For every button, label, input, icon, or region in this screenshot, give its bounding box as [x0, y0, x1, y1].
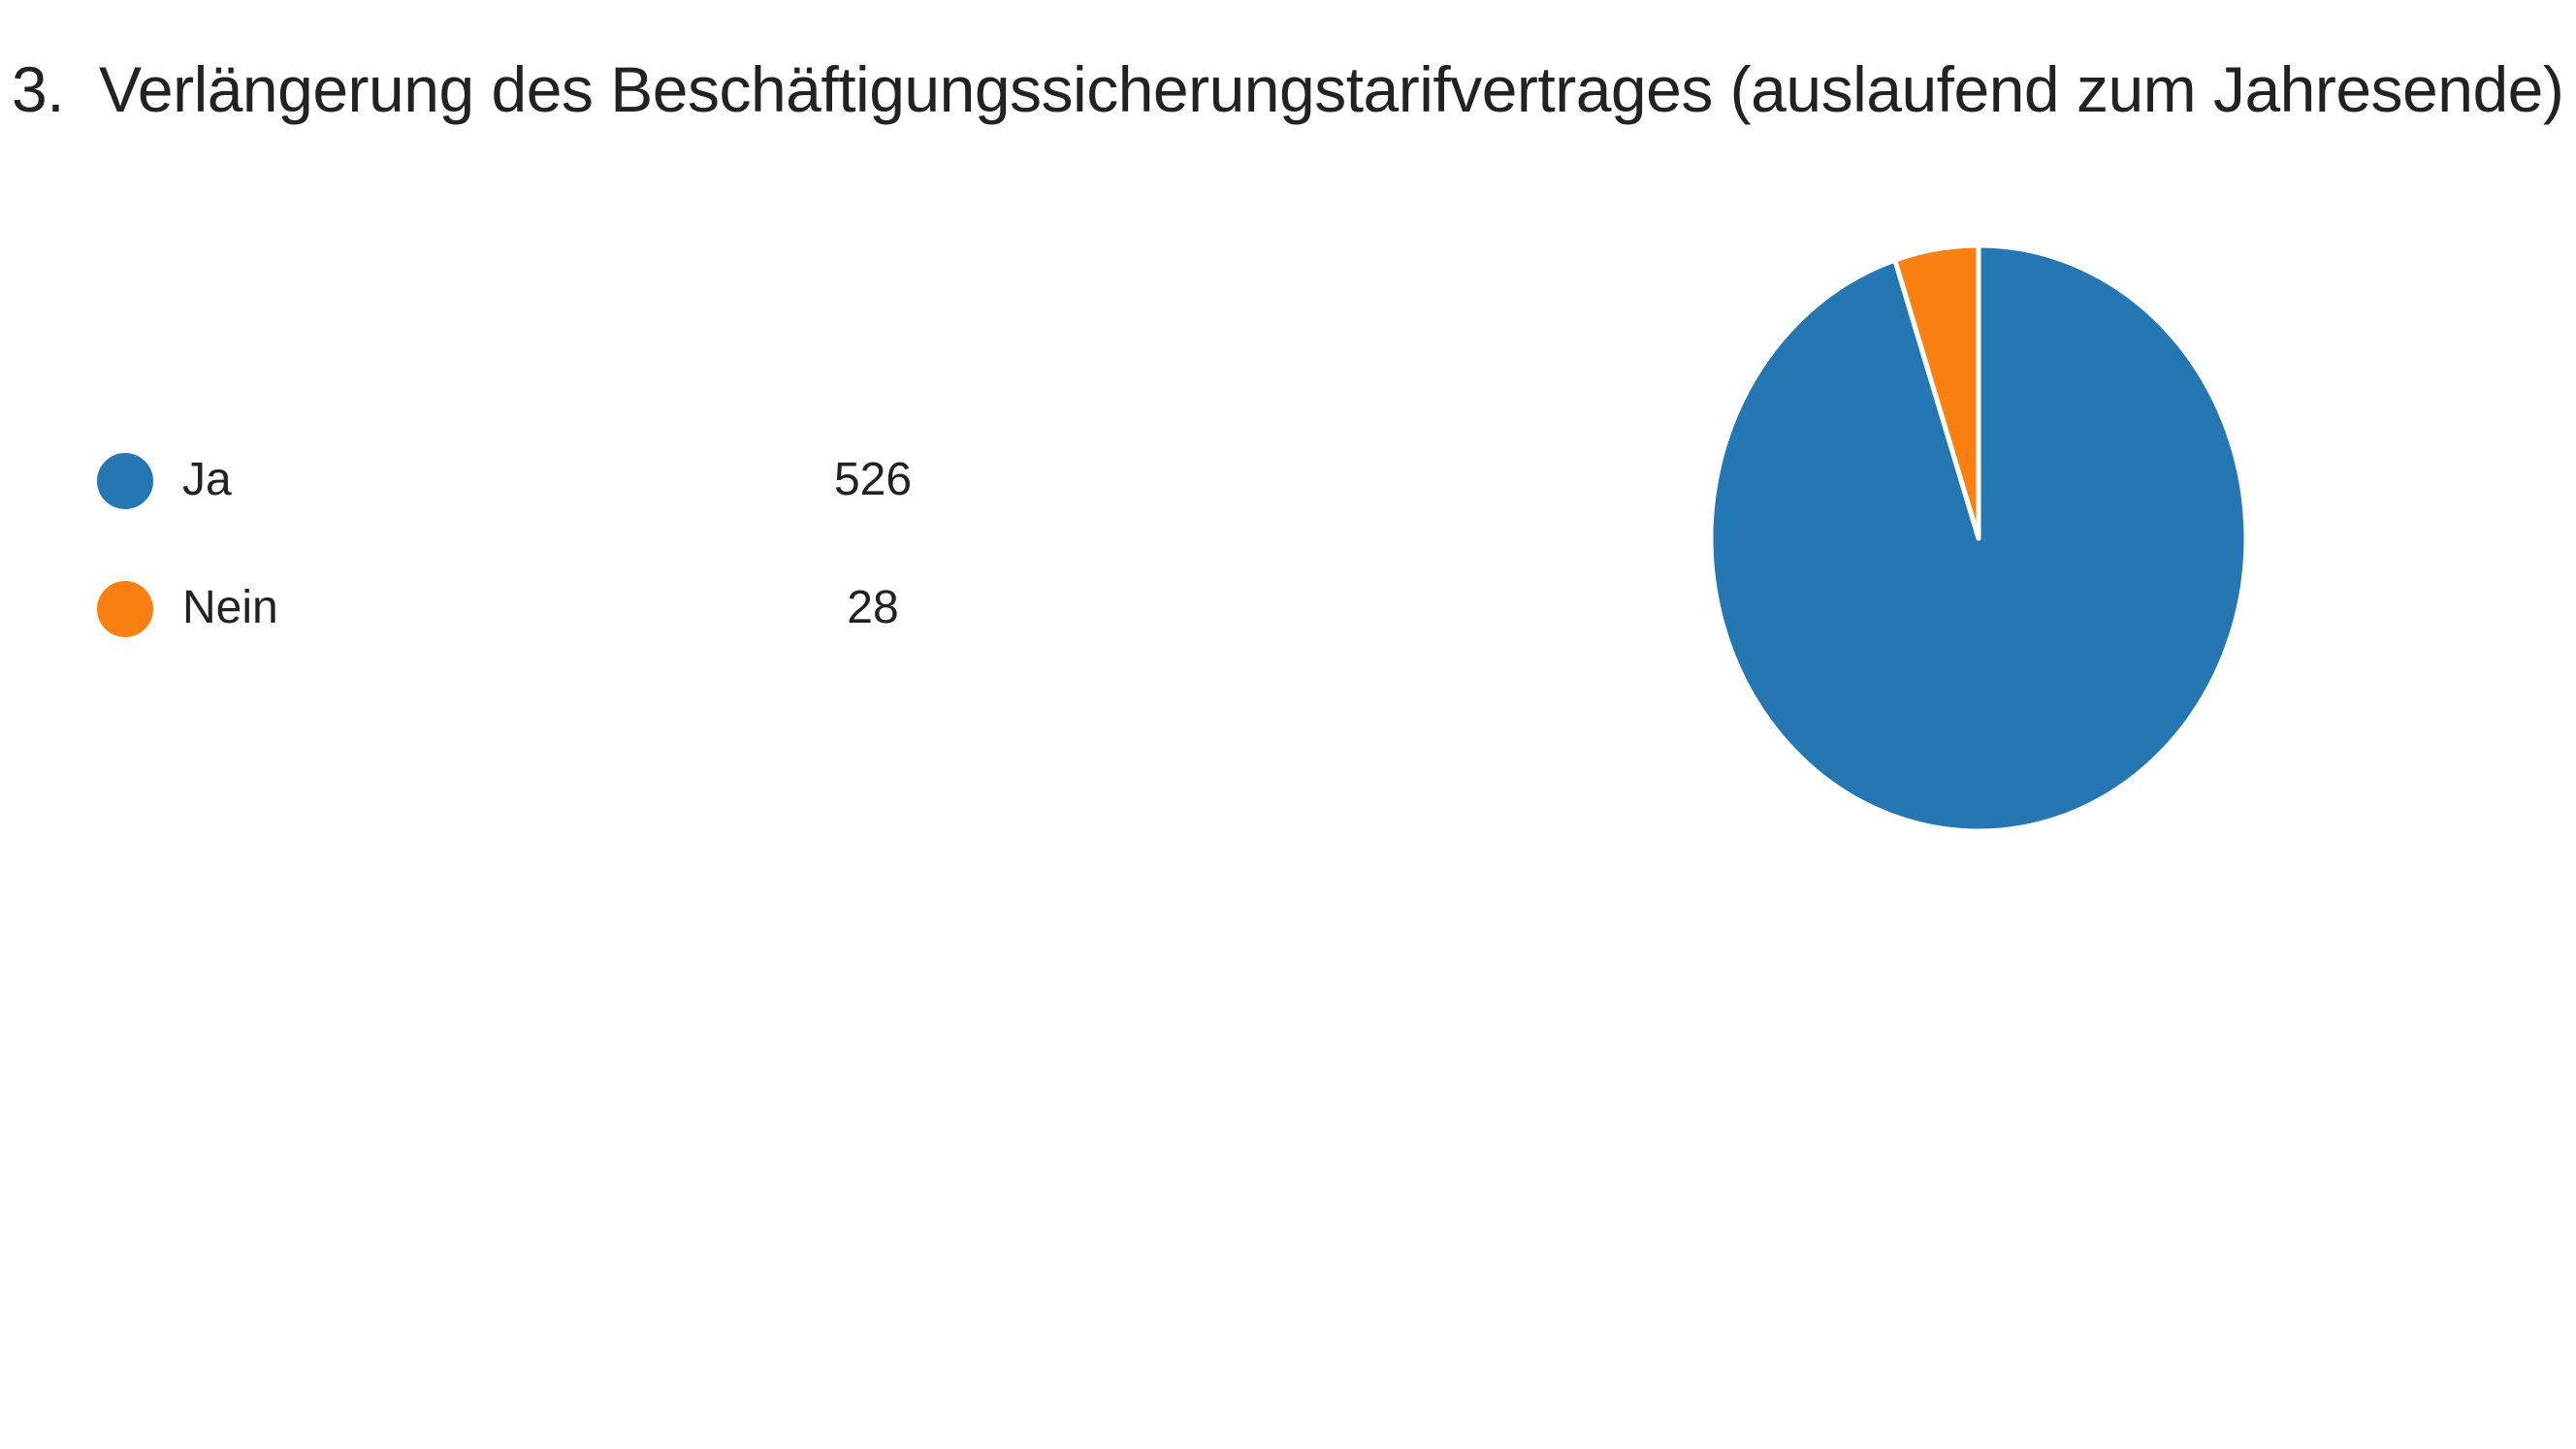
- legend-value-nein: 28: [847, 582, 899, 633]
- legend-value-ja: 526: [833, 454, 913, 505]
- legend-marker-nein: [97, 581, 153, 637]
- pie-slice-nein[interactable]: [1892, 242, 1981, 541]
- question-number: 3.: [12, 53, 65, 125]
- chart-legend: Ja 526 Nein 28: [97, 441, 970, 697]
- page-title: 3. Verlängerung des Beschäftigungssicheru…: [12, 50, 2564, 128]
- pie-chart: [1688, 233, 2270, 853]
- legend-marker-ja: [97, 453, 153, 509]
- legend-label-ja: Ja: [182, 454, 232, 505]
- legend-item-ja[interactable]: Ja 526: [97, 441, 970, 569]
- legend-item-nein[interactable]: Nein 28: [97, 569, 970, 697]
- question-title-text: Verlängerung des Beschäftigungssicherung…: [99, 53, 2564, 125]
- legend-label-nein: Nein: [182, 582, 278, 633]
- pie-chart-svg: [1708, 242, 2249, 834]
